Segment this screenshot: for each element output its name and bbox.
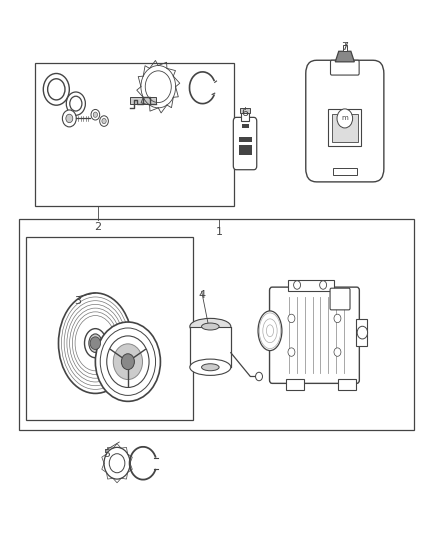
Circle shape: [66, 114, 73, 123]
Text: 7: 7: [341, 42, 348, 52]
Ellipse shape: [190, 359, 231, 375]
Circle shape: [43, 74, 69, 105]
Ellipse shape: [89, 334, 102, 352]
FancyBboxPatch shape: [269, 287, 359, 383]
Bar: [239, 134, 251, 137]
Bar: [130, 98, 156, 103]
Bar: [332, 114, 358, 142]
Circle shape: [334, 314, 341, 322]
Ellipse shape: [258, 311, 282, 351]
Polygon shape: [335, 51, 354, 62]
Bar: [19, 219, 414, 431]
Bar: [35, 63, 234, 206]
Text: 3: 3: [74, 296, 81, 305]
Circle shape: [288, 348, 295, 356]
Circle shape: [91, 109, 100, 120]
FancyBboxPatch shape: [330, 288, 350, 310]
Text: 1: 1: [215, 227, 223, 237]
Circle shape: [62, 110, 76, 127]
Circle shape: [90, 337, 101, 350]
Circle shape: [337, 109, 353, 128]
Bar: [333, 167, 357, 175]
Bar: [242, 124, 248, 128]
Circle shape: [293, 281, 300, 289]
Circle shape: [102, 118, 106, 124]
Ellipse shape: [85, 329, 106, 358]
Circle shape: [100, 116, 108, 126]
Circle shape: [93, 112, 98, 117]
Circle shape: [48, 79, 65, 100]
Ellipse shape: [201, 364, 219, 371]
Bar: [356, 319, 367, 346]
Text: m: m: [342, 116, 348, 122]
Bar: [130, 98, 156, 103]
Text: 2: 2: [94, 222, 101, 231]
Circle shape: [70, 96, 82, 111]
Circle shape: [66, 92, 85, 115]
Bar: [241, 123, 249, 129]
Ellipse shape: [59, 293, 132, 393]
Circle shape: [121, 354, 134, 369]
Bar: [26, 237, 193, 420]
Circle shape: [113, 344, 142, 379]
Bar: [239, 134, 251, 156]
Circle shape: [357, 326, 367, 339]
Circle shape: [334, 348, 341, 356]
Text: 4: 4: [198, 290, 205, 300]
Bar: [241, 111, 249, 121]
FancyBboxPatch shape: [190, 327, 231, 367]
Bar: [328, 109, 361, 147]
Circle shape: [320, 281, 327, 289]
Circle shape: [109, 454, 125, 473]
Bar: [288, 280, 334, 292]
Circle shape: [288, 314, 295, 322]
Bar: [286, 379, 304, 390]
Bar: [338, 379, 356, 390]
Text: 5: 5: [102, 449, 110, 459]
Bar: [239, 142, 251, 145]
FancyBboxPatch shape: [233, 117, 257, 169]
Bar: [343, 45, 346, 51]
Circle shape: [104, 447, 130, 479]
FancyBboxPatch shape: [331, 60, 359, 75]
Bar: [240, 108, 250, 112]
Ellipse shape: [190, 318, 231, 335]
Circle shape: [95, 322, 160, 401]
Text: 6: 6: [241, 108, 248, 118]
Circle shape: [255, 372, 262, 381]
FancyBboxPatch shape: [306, 60, 384, 182]
Circle shape: [107, 336, 149, 387]
Ellipse shape: [201, 323, 219, 330]
